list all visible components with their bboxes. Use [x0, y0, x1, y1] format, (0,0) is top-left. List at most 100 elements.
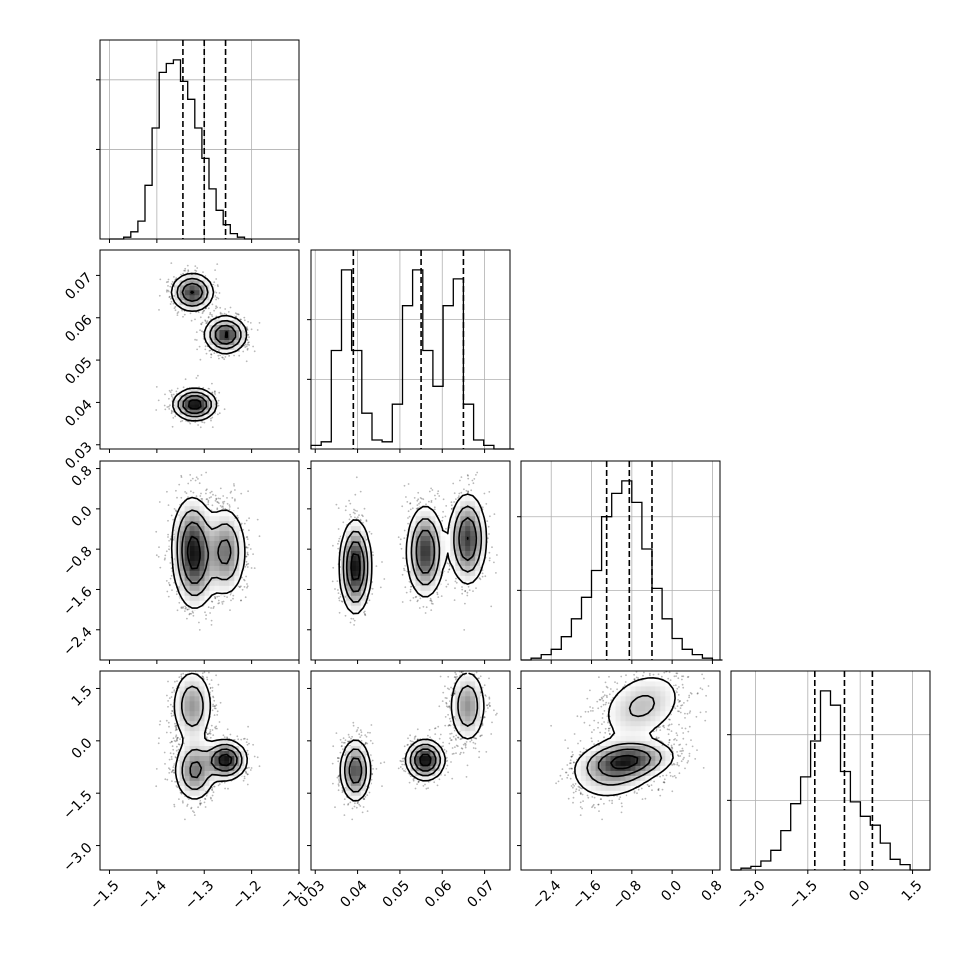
sample-point — [253, 350, 256, 353]
sample-point — [180, 607, 183, 609]
density-cell — [189, 399, 195, 405]
sample-point — [217, 413, 219, 416]
sample-point — [199, 316, 202, 319]
panel-frame — [99, 249, 300, 450]
sample-point — [171, 281, 174, 283]
sample-point — [206, 488, 208, 491]
density-cell — [209, 329, 215, 335]
sample-point — [246, 551, 249, 554]
density-cell — [199, 399, 205, 405]
sample-point — [158, 309, 160, 311]
density-cell — [224, 319, 230, 325]
sample-point — [229, 306, 232, 309]
sample-point — [218, 502, 220, 504]
sample-point — [233, 484, 236, 487]
sample-point — [216, 296, 218, 299]
density-cell — [219, 339, 225, 345]
sample-point — [221, 603, 224, 605]
density-cell — [194, 304, 200, 311]
sample-point — [245, 360, 248, 363]
sample-point — [212, 607, 215, 609]
sample-point — [217, 297, 220, 300]
sample-point — [246, 566, 249, 568]
sample-point — [216, 284, 219, 286]
sample-point — [210, 600, 213, 603]
sample-point — [166, 406, 169, 408]
histogram-step — [109, 59, 252, 240]
sample-point — [250, 328, 253, 331]
sample-point — [216, 595, 219, 598]
sample-point — [217, 602, 220, 605]
sample-point — [168, 296, 171, 298]
sample-point — [247, 562, 250, 565]
sample-point — [234, 489, 236, 491]
density-cell — [219, 329, 225, 335]
sample-point — [222, 356, 224, 359]
sample-point — [204, 345, 207, 348]
sample-point — [190, 479, 192, 482]
histogram-step — [310, 269, 515, 450]
sample-point — [183, 269, 186, 272]
sample-point — [222, 501, 224, 503]
histogram-step — [731, 690, 930, 871]
density-cell — [214, 344, 220, 350]
sample-point — [200, 474, 203, 476]
density-cell — [189, 279, 195, 286]
sample-point — [239, 318, 242, 321]
sample-point — [219, 497, 222, 500]
density-cell — [194, 289, 200, 296]
sample-point — [184, 269, 187, 272]
sample-point — [170, 574, 173, 577]
contour-level-3 — [187, 290, 229, 410]
sample-point — [219, 487, 222, 490]
density-cell — [199, 274, 205, 281]
sample-point — [168, 582, 170, 584]
sample-point — [165, 281, 168, 284]
sample-point — [252, 553, 255, 555]
sample-point — [243, 316, 246, 319]
sample-point — [191, 610, 194, 613]
sample-point — [224, 507, 227, 510]
sample-point — [243, 522, 246, 525]
sample-point — [210, 417, 212, 420]
sample-point — [201, 421, 204, 423]
density-cell — [204, 414, 210, 420]
sample-point — [198, 482, 201, 485]
sample-point — [246, 536, 249, 538]
sample-point — [217, 399, 220, 402]
panel-1-0 — [99, 249, 300, 450]
sample-point — [190, 612, 193, 615]
sample-point — [179, 420, 182, 423]
sample-point — [195, 331, 198, 333]
sample-point — [211, 315, 214, 318]
sample-point — [208, 350, 211, 352]
sample-point — [166, 590, 169, 593]
sample-point — [245, 575, 248, 578]
sample-point — [232, 597, 234, 600]
sample-point — [175, 390, 178, 393]
sample-point — [210, 313, 213, 316]
density-cell — [209, 334, 215, 340]
sample-point — [209, 612, 212, 614]
sample-point — [226, 596, 229, 598]
sample-point — [202, 271, 204, 273]
density-cell — [224, 324, 230, 330]
sample-point — [198, 629, 201, 631]
density-cell — [184, 389, 190, 395]
sample-point — [237, 313, 239, 316]
sample-point — [246, 586, 248, 589]
sample-point — [182, 272, 185, 275]
sample-point — [248, 529, 250, 532]
density-cell — [189, 284, 195, 291]
sample-point — [243, 319, 246, 322]
sample-point — [198, 345, 201, 348]
sample-point — [237, 517, 240, 519]
sample-point — [235, 315, 238, 318]
sample-point — [163, 558, 166, 561]
sample-point — [230, 591, 233, 594]
sample-point — [176, 387, 179, 390]
hist-frame — [520, 460, 721, 661]
sample-point — [207, 503, 210, 506]
sample-point — [203, 310, 205, 312]
sample-point — [200, 492, 202, 495]
